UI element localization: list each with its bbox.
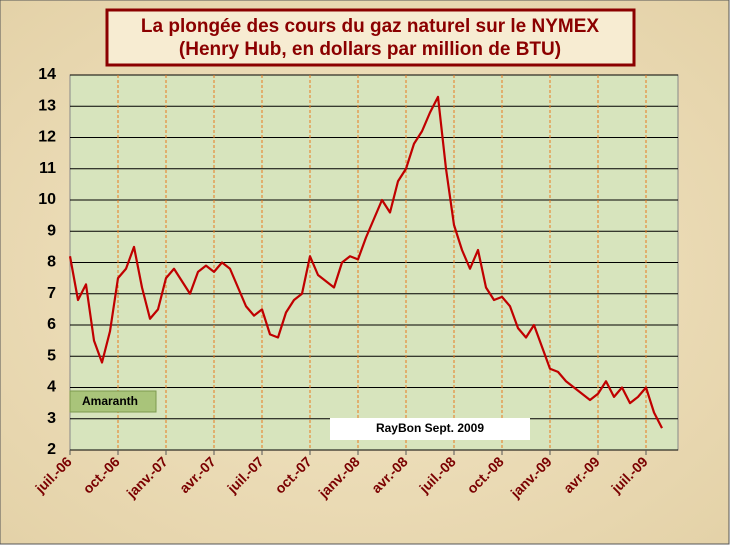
y-tick-label: 3 bbox=[47, 410, 56, 427]
line bbox=[68, 95, 663, 429]
annotation-box bbox=[330, 418, 530, 440]
y-tick-label: 11 bbox=[39, 160, 56, 177]
y-tick-label: 14 bbox=[38, 66, 56, 83]
annotation: RayBon Sept. 2009 bbox=[376, 421, 484, 435]
annotation-box bbox=[69, 390, 157, 413]
y-tick-label: 6 bbox=[47, 316, 56, 333]
chart-subtitle: (Henry Hub, en dollars par million de BT… bbox=[179, 39, 561, 60]
annotation: Amaranth bbox=[82, 394, 138, 408]
y-tick-label: 5 bbox=[47, 347, 56, 364]
y-tick-label: 4 bbox=[47, 379, 56, 396]
title-box bbox=[105, 8, 636, 67]
chart-title: La plongée des cours du gaz naturel sur … bbox=[141, 16, 600, 37]
y-tick-label: 12 bbox=[38, 129, 56, 146]
y-tick-label: 2 bbox=[47, 441, 56, 458]
y-tick-label: 7 bbox=[47, 285, 56, 302]
y-tick-label: 10 bbox=[38, 191, 56, 208]
y-tick-label: 8 bbox=[47, 254, 56, 271]
y-tick-label: 13 bbox=[38, 97, 56, 114]
y-tick-label: 9 bbox=[47, 222, 56, 239]
